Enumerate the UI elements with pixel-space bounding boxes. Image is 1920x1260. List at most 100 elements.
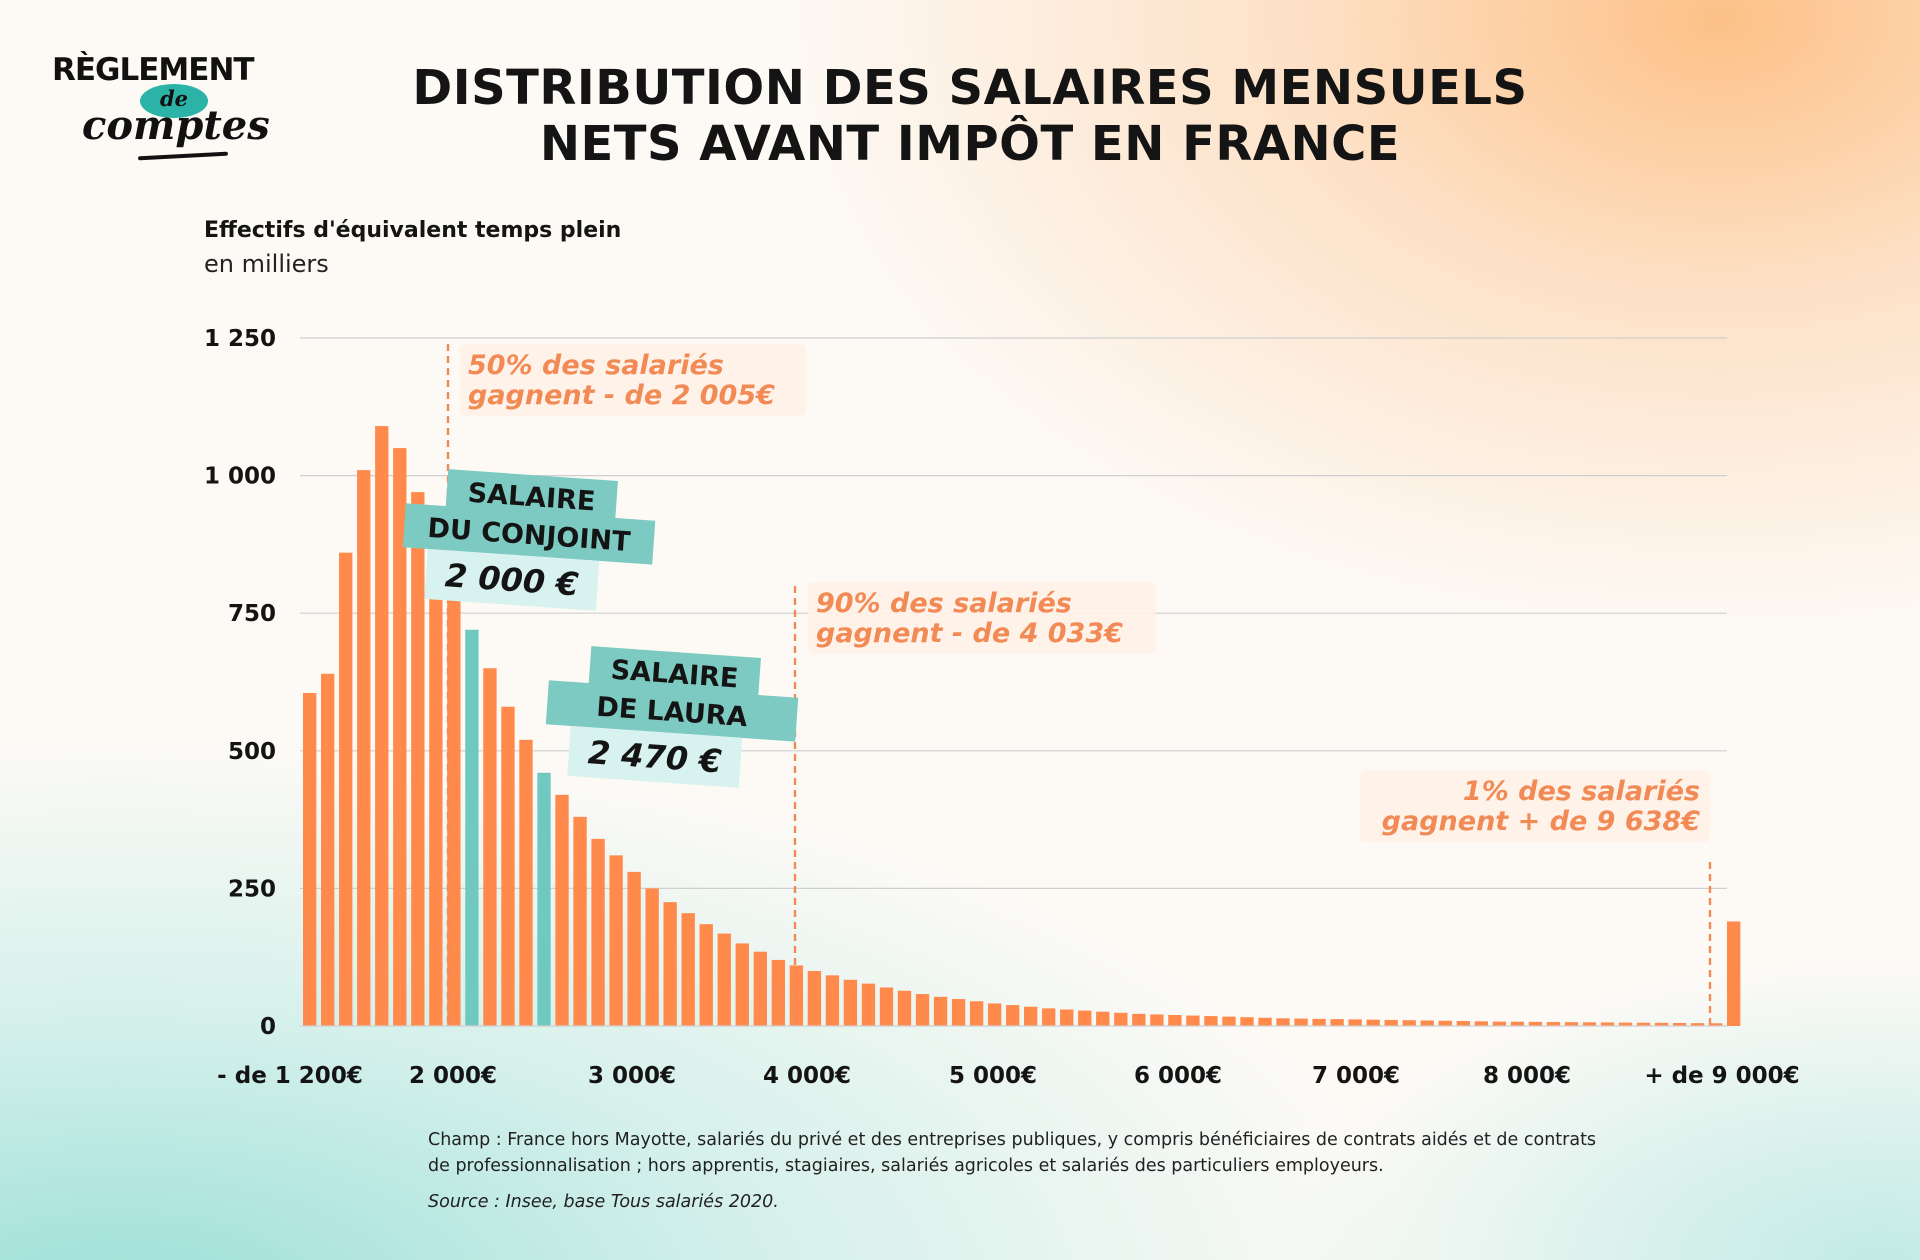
annotation-line-2: gagnent - de 2 005€ — [468, 380, 775, 411]
annotation-line-1: 1% des salariés — [1463, 776, 1700, 807]
bar — [897, 990, 912, 1026]
page-title-line-2: NETS AVANT IMPÔT EN FRANCE — [539, 116, 1401, 172]
bar — [519, 739, 533, 1026]
bar — [1258, 1017, 1272, 1026]
bar — [1456, 1021, 1470, 1026]
annotation-line-2: gagnent - de 4 033€ — [816, 618, 1123, 649]
bar — [1060, 1009, 1074, 1026]
x-tick-label: 8 000€ — [1483, 1063, 1571, 1089]
bar — [555, 794, 569, 1026]
y-axis-unit: en milliers — [204, 250, 329, 278]
bar — [879, 987, 894, 1026]
bar — [825, 975, 840, 1026]
annotation-line-1: 90% des salariés — [816, 588, 1072, 619]
bar — [1294, 1018, 1308, 1026]
bar — [807, 970, 822, 1026]
x-tick-label: 5 000€ — [949, 1063, 1037, 1089]
bar — [663, 902, 677, 1026]
callout-bg-amount — [424, 548, 600, 611]
page-title-line-1: DISTRIBUTION DES SALAIRES MENSUELS — [412, 60, 1528, 116]
bar — [1618, 1022, 1633, 1026]
callout-bg-amount — [567, 725, 743, 788]
annotation-background — [1360, 770, 1710, 842]
bar — [1546, 1022, 1561, 1026]
bar — [843, 979, 858, 1026]
callout-amount: 2 470 € — [587, 733, 723, 780]
bar — [1528, 1021, 1543, 1026]
bar — [987, 1003, 1002, 1026]
y-tick-label: 1 000 — [204, 464, 276, 490]
bar — [591, 838, 605, 1026]
callout-amount: 2 000 € — [444, 556, 580, 603]
bar — [1690, 1023, 1705, 1026]
bar — [1672, 1022, 1687, 1026]
bar — [303, 693, 317, 1026]
logo-bottom-text: comptes — [82, 102, 270, 149]
bar — [1402, 1020, 1416, 1026]
bar — [699, 924, 713, 1026]
bar — [1276, 1018, 1290, 1026]
bar — [393, 448, 407, 1027]
highlighted-bar — [537, 772, 551, 1026]
bar — [1564, 1022, 1579, 1026]
bar — [375, 426, 389, 1027]
logo-badge: de — [140, 84, 208, 118]
page-title: DISTRIBUTION DES SALAIRES MENSUELS NETS … — [330, 60, 1610, 172]
bar — [969, 1001, 984, 1026]
callout-bg-middle — [402, 503, 656, 565]
bar — [1330, 1019, 1344, 1026]
bar — [321, 673, 335, 1026]
bar — [1168, 1014, 1182, 1026]
bar — [1366, 1019, 1380, 1026]
bar — [1204, 1016, 1218, 1026]
bar — [1005, 1005, 1020, 1026]
bar — [447, 558, 461, 1026]
bar — [627, 871, 641, 1026]
bar — [1582, 1022, 1597, 1026]
bar — [681, 913, 695, 1026]
bar — [357, 470, 371, 1026]
bar — [1222, 1016, 1236, 1026]
bar — [1240, 1017, 1254, 1026]
annotation-line-1: 50% des salariés — [468, 350, 724, 381]
bar — [645, 888, 659, 1026]
bar — [1150, 1014, 1164, 1026]
y-tick-label: 0 — [260, 1014, 276, 1040]
y-tick-label: 750 — [228, 601, 276, 627]
footnote: Champ : France hors Mayotte, salariés du… — [428, 1130, 1597, 1176]
bar — [753, 951, 767, 1026]
logo: RÈGLEMENT de comptes — [48, 52, 298, 162]
bar — [933, 996, 948, 1026]
source-note: Source : Insee, base Tous salariés 2020. — [428, 1192, 779, 1212]
bar — [771, 959, 785, 1026]
bar — [1132, 1013, 1146, 1026]
annotation-line-2: gagnent + de 9 638€ — [1382, 806, 1701, 837]
x-tick-label: 6 000€ — [1134, 1063, 1222, 1089]
x-tick-label: 3 000€ — [588, 1063, 676, 1089]
bar — [1078, 1010, 1092, 1026]
bar — [1600, 1022, 1615, 1026]
bar — [1636, 1022, 1651, 1026]
y-tick-label: 500 — [228, 739, 276, 765]
callout-bg-middle — [545, 680, 799, 742]
y-tick-label: 1 250 — [204, 326, 276, 352]
x-tick-label: 7 000€ — [1312, 1063, 1400, 1089]
x-tick-label: + de 9 000€ — [1644, 1063, 1799, 1089]
y-tick-label: 250 — [228, 876, 276, 902]
bar — [1492, 1021, 1507, 1026]
bar — [573, 816, 587, 1026]
bar — [789, 965, 804, 1026]
bar — [1312, 1018, 1326, 1026]
logo-top-text: RÈGLEMENT — [52, 52, 255, 88]
bar — [1510, 1021, 1525, 1026]
annotation-background — [808, 582, 1156, 654]
bar — [1114, 1012, 1128, 1026]
y-axis-title: Effectifs d'équivalent temps plein — [204, 218, 622, 243]
bar — [411, 492, 425, 1026]
bar — [735, 943, 749, 1026]
x-tick-label: 4 000€ — [763, 1063, 851, 1089]
bar — [1024, 1006, 1038, 1026]
